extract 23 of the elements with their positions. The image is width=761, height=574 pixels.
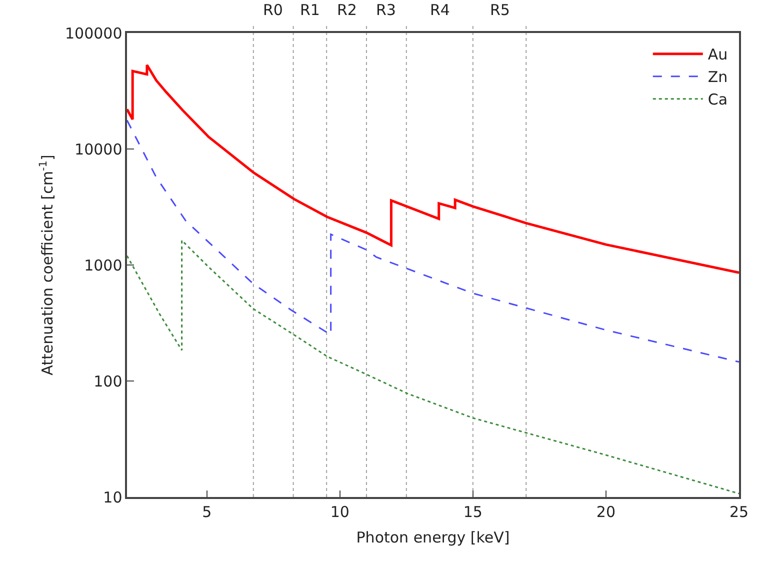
ref-line-label: R3 bbox=[376, 1, 396, 19]
x-tick-label: 15 bbox=[463, 502, 482, 521]
x-tick-label: 10 bbox=[330, 502, 350, 521]
legend-label: Ca bbox=[708, 90, 728, 109]
ref-line-label: R1 bbox=[300, 1, 320, 19]
ref-line-label: R0 bbox=[263, 1, 283, 19]
y-tick-label: 100 bbox=[94, 372, 122, 390]
y-tick-label: 10000 bbox=[74, 140, 122, 158]
x-tick-label: 5 bbox=[202, 502, 212, 521]
legend-label: Au bbox=[708, 46, 728, 64]
line-series bbox=[127, 240, 739, 494]
x-tick-label: 20 bbox=[596, 502, 616, 521]
x-tick-label: 25 bbox=[729, 502, 749, 521]
legend-label: Zn bbox=[708, 68, 728, 86]
x-axis-title: Photon energy [keV] bbox=[356, 528, 510, 546]
y-tick-label: 1000 bbox=[84, 256, 122, 274]
ref-line-label: R5 bbox=[490, 1, 510, 19]
ref-line-label: R4 bbox=[430, 1, 450, 19]
y-tick-label: 10 bbox=[103, 488, 122, 506]
ref-line-label: R2 bbox=[337, 1, 357, 19]
line-series bbox=[127, 119, 739, 363]
line-series bbox=[127, 64, 739, 274]
y-tick-label: 100000 bbox=[64, 24, 122, 42]
